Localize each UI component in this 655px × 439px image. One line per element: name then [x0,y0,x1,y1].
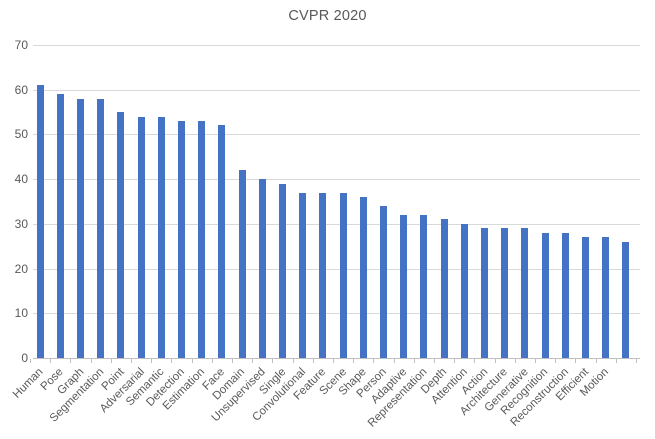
y-tick-label: 10 [14,306,28,321]
x-tick-mark [110,359,112,363]
bar-semantic [157,116,165,358]
x-tick-mark [353,359,355,363]
x-tick-mark [413,359,415,363]
y-tick-label: 50 [14,127,28,142]
chart-title: CVPR 2020 [288,8,367,24]
bar-convolutional [299,192,307,358]
x-tick-mark [454,359,456,363]
x-tick-mark [555,359,557,363]
bar-scene [339,192,347,358]
y-tick-label: 0 [21,351,28,365]
bar-domain [238,170,246,358]
y-tick-label: 30 [14,216,28,231]
y-tick-label: 40 [14,172,28,187]
bar-adversarial [137,116,145,358]
x-tick-mark [636,359,637,363]
x-tick-mark [595,359,597,363]
x-tick-mark [70,359,72,363]
y-tick-label: 60 [14,82,28,97]
x-tick-mark [171,359,173,363]
x-tick-mark [30,359,31,363]
x-tick-mark [312,359,314,363]
bar-person [380,205,387,358]
y-gridline [33,89,640,91]
bar-attention [460,223,468,358]
x-tick-mark [575,359,577,363]
y-tick-label: 20 [14,261,28,276]
x-axis-line [33,358,640,359]
bar-point [117,112,125,358]
y-gridline [33,45,640,46]
x-tick-mark [474,359,476,363]
bar-action [481,228,488,358]
x-tick-mark [90,359,92,363]
y-gridline [33,268,640,270]
bar-segmentation [97,98,105,358]
bar-efficient [582,237,589,358]
x-tick-mark [292,359,294,363]
x-tick-mark [373,359,375,363]
bar-generative [521,228,529,358]
bar-reconstruction [561,232,569,358]
x-tick-mark [191,359,193,363]
x-tick-mark [211,359,213,363]
bar-architecture [501,228,509,358]
bar-depth [440,219,448,358]
bar-unlabeled [622,241,630,358]
bar-feature [319,192,327,358]
y-gridline [33,313,640,315]
x-tick-mark [615,359,617,363]
y-tick-label: 70 [14,38,28,52]
x-tick-mark [535,359,536,363]
bar-graph [77,98,84,358]
bar-single [279,183,286,358]
bar-adaptive [400,214,408,358]
x-tick-mark [333,359,334,363]
x-tick-mark [272,359,274,363]
y-gridline [33,134,640,136]
x-tick-mark [50,359,52,363]
x-tick-mark [494,359,496,363]
bar-unsupervised [258,179,266,358]
x-tick-mark [131,359,132,363]
bar-recognition [541,232,549,358]
y-gridline [33,179,640,181]
bar-shape [359,197,367,358]
bar-estimation [198,121,206,358]
bar-pose [56,94,64,358]
bar-representation [420,214,428,358]
x-tick-mark [393,359,395,363]
x-tick-mark [151,359,153,363]
bar-human [36,85,44,358]
x-tick-mark [232,359,233,363]
y-gridline [33,223,640,225]
x-tick-mark [434,359,435,363]
bar-face [218,125,226,358]
x-tick-mark [252,359,254,363]
bar-detection [178,121,185,358]
x-tick-mark [514,359,516,363]
bar-motion [602,237,610,358]
